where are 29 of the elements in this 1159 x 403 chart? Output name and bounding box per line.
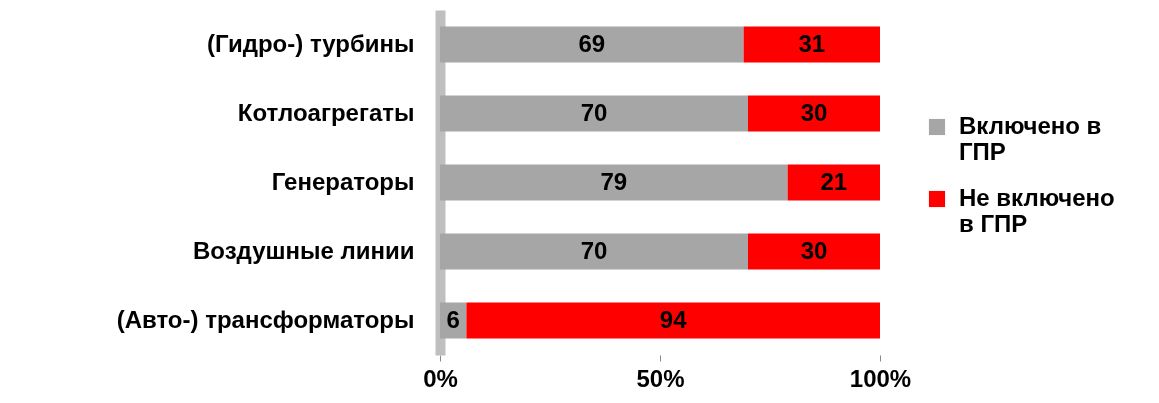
- bar: [748, 233, 880, 270]
- data-label: 69: [578, 29, 606, 57]
- bar: [440, 95, 748, 132]
- bar: [748, 95, 880, 132]
- legend-label: Не включено в ГПР: [959, 184, 1115, 237]
- data-label: 21: [820, 167, 848, 195]
- x-tick-label: 0%: [423, 364, 458, 392]
- data-label: 70: [580, 98, 608, 126]
- bar: [787, 164, 880, 201]
- y-tick-label: (Авто-) трансформаторы: [116, 305, 415, 333]
- data-label: 94: [659, 305, 688, 333]
- legend-label: Включено в ГПР: [959, 112, 1102, 165]
- x-tick-label: 50%: [636, 364, 685, 392]
- data-label: 6: [446, 305, 460, 333]
- y-tick-label: Котлоагрегаты: [237, 98, 415, 126]
- x-tick-label: 100%: [849, 364, 912, 392]
- bar: [440, 233, 748, 270]
- y-tick-label: Воздушные линии: [193, 236, 415, 264]
- data-label: 79: [600, 167, 628, 195]
- data-label: 70: [580, 236, 608, 264]
- data-label: 30: [800, 98, 828, 126]
- data-label: 30: [800, 236, 828, 264]
- y-tick-label: Генераторы: [271, 167, 415, 195]
- bar: [743, 26, 880, 63]
- y-tick-label: (Гидро-) турбины: [206, 29, 415, 57]
- bar: [466, 302, 880, 339]
- data-label: 31: [798, 29, 826, 57]
- bar: [440, 26, 744, 63]
- bar: [440, 164, 788, 201]
